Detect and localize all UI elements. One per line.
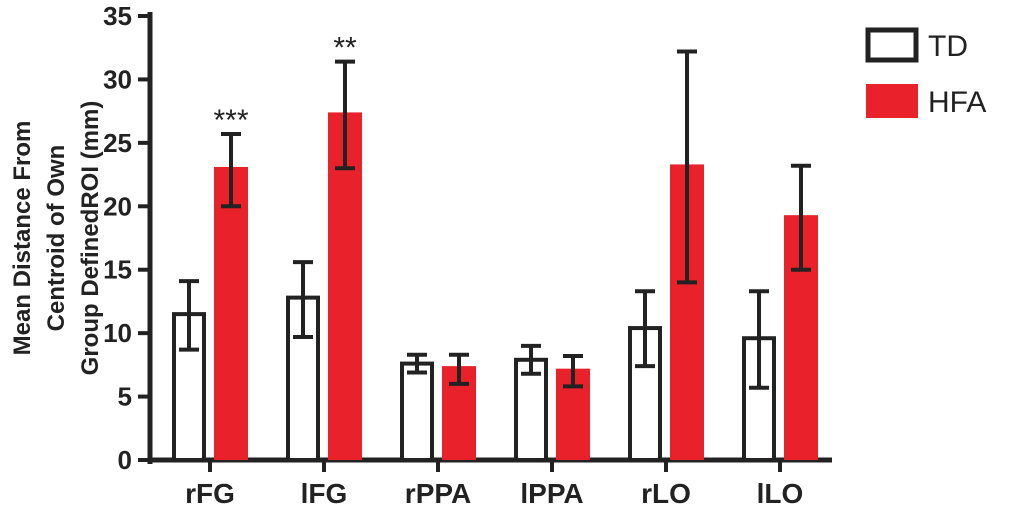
x-tick-label: lLO	[757, 478, 804, 508]
x-tick-label: lFG	[301, 478, 348, 508]
y-axis: 0 5 10 15 20 25 30 35	[103, 1, 153, 475]
bar-hfa	[328, 112, 362, 460]
bar-td	[172, 312, 206, 462]
legend-label-td: TD	[928, 30, 968, 63]
x-tick-label: rLO	[641, 478, 691, 508]
y-axis-label-line: Mean Distance From	[9, 121, 36, 356]
annotations-group: *****	[213, 32, 357, 137]
legend-swatch-hfa	[866, 84, 918, 118]
x-tick-label: rPPA	[405, 478, 471, 508]
x-tick-label: rFG	[185, 478, 235, 508]
significance-marker: ***	[213, 104, 248, 137]
y-tick-label: 35	[103, 1, 132, 31]
y-axis-label: Mean Distance From Centroid of Own Group D…	[9, 101, 104, 376]
bar-hfa	[214, 166, 248, 460]
y-tick-label: 25	[103, 128, 132, 158]
y-axis-label-line: Centroid of Own	[43, 145, 70, 332]
y-axis-label-line: Group DefinedROI (mm)	[77, 101, 104, 376]
bar-td	[514, 357, 548, 463]
bar-td	[400, 361, 434, 462]
bars-group	[172, 49, 818, 463]
y-tick-label: 5	[118, 382, 132, 412]
y-tick-label: 15	[103, 255, 132, 285]
legend-swatch-td	[865, 27, 919, 63]
legend-label-hfa: HFA	[928, 86, 986, 119]
y-tick-label: 0	[118, 445, 132, 475]
x-tick-label: lPPA	[520, 478, 583, 508]
y-tick-label: 20	[103, 191, 132, 221]
x-axis: rFG lFG rPPA lPPA rLO lLO	[148, 457, 832, 508]
y-tick-label: 30	[103, 64, 132, 94]
y-tick-label: 10	[103, 318, 132, 348]
legend: TD HFA	[865, 27, 986, 119]
significance-marker: **	[333, 32, 357, 65]
